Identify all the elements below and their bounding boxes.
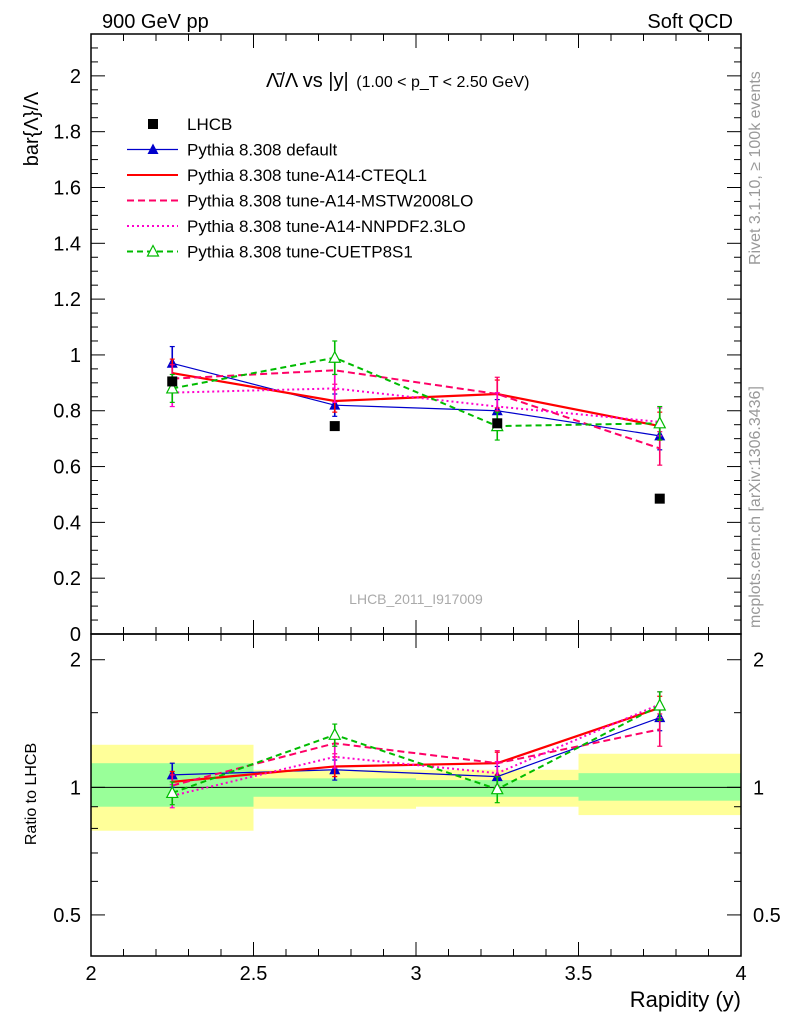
legend-entry: Pythia 8.308 default — [127, 141, 338, 160]
ratio-panel: 0.5 0.5 1 1 2 2 2 2.5 3 3.5 4 Ratio to LHCB Rapid… — [23, 633, 781, 1012]
legend-marker — [146, 244, 160, 257]
data-point — [490, 781, 504, 795]
main-series — [165, 340, 667, 466]
legend-marker — [148, 119, 158, 129]
legend-label: Pythia 8.308 tune-A14-NNPDF2.3LO — [187, 217, 466, 236]
ratio-y-tick-label-right: 1 — [753, 777, 764, 799]
data-point — [653, 698, 667, 711]
data-point — [165, 785, 179, 799]
y-tick-label: 1.2 — [53, 289, 81, 311]
y-tick-label: 0 — [70, 624, 81, 646]
legend-label: Pythia 8.308 default — [187, 141, 338, 160]
x-tick-label: 3.5 — [565, 963, 593, 985]
lhcb-data-point — [654, 493, 665, 504]
x-tick-label: 4 — [735, 963, 746, 985]
series-pythia-8-308-tune-a14-cteql1 — [169, 358, 663, 441]
legend-label: LHCB — [187, 115, 232, 134]
y-tick-label: 0.6 — [53, 457, 81, 479]
y-tick-label: 0.2 — [53, 568, 81, 590]
data-point — [328, 727, 342, 740]
series-pythia-8-308-tune-a14-nnpdf2-3lo — [169, 373, 663, 437]
x-axis-label: Rapidity (y) — [630, 987, 741, 1012]
data-point — [653, 416, 667, 429]
y-tick-label: 1.4 — [53, 233, 81, 255]
ratio-y-tick-label-right: 2 — [753, 650, 764, 672]
lhcb-data-point — [167, 376, 178, 387]
series-line — [172, 371, 660, 428]
header-right: Soft QCD — [647, 11, 733, 33]
plot-title: Λ̄/Λ vs |y| (1.00 < p_T < 2.50 GeV) — [266, 70, 529, 92]
x-tick-label: 2.5 — [240, 963, 268, 985]
y-tick-label: 1 — [70, 345, 81, 367]
main-data-points — [167, 376, 665, 504]
y-tick-label: 0.8 — [53, 401, 81, 423]
legend-marker — [147, 143, 159, 154]
legend-entry: Pythia 8.308 tune-A14-CTEQL1 — [127, 166, 427, 185]
legend-label: Pythia 8.308 tune-A14-CTEQL1 — [187, 166, 427, 185]
y-tick-label: 1.6 — [53, 177, 81, 199]
ratio-x-axis: 2 2.5 3 3.5 4 — [85, 634, 747, 985]
legend-label: Pythia 8.308 tune-A14-MSTW2008LO — [187, 192, 473, 211]
lhcb-data-point — [492, 418, 503, 429]
rivet-label: Rivet 3.1.10, ≥ 100k events — [747, 71, 764, 265]
series-line — [172, 387, 660, 423]
ratio-y-tick-label: 2 — [70, 650, 81, 672]
legend-entry: Pythia 8.308 tune-A14-NNPDF2.3LO — [127, 217, 466, 236]
series-pythia-8-308-tune-cuetp8s1 — [165, 691, 667, 806]
main-panel: 0 0.2 0.4 0.6 0.8 1 1.2 1.4 1.6 1.8 2 bar{Λ}/Λ Λ̄/… — [21, 33, 742, 646]
main-y-axis: 0 0.2 0.4 0.6 0.8 1 1.2 1.4 1.6 1.8 2 — [53, 33, 741, 646]
legend-entry: Pythia 8.308 tune-A14-MSTW2008LO — [127, 192, 473, 211]
series-line — [171, 704, 661, 794]
main-y-axis-label: bar{Λ}/Λ — [21, 91, 43, 166]
ratio-y-tick-label-right: 0.5 — [753, 905, 781, 927]
analysis-watermark: LHCB_2011_I917009 — [349, 591, 483, 607]
legend-entry: LHCB — [148, 115, 232, 134]
ratio-y-axis: 0.5 0.5 1 1 2 2 — [53, 650, 781, 927]
lhcb-data-point — [329, 421, 340, 432]
series-line — [172, 356, 660, 428]
series-line — [171, 728, 660, 787]
legend-entry: Pythia 8.308 tune-CUETP8S1 — [127, 243, 413, 262]
ratio-y-tick-label: 0.5 — [53, 905, 81, 927]
x-tick-label: 2 — [85, 963, 96, 985]
ratio-y-tick-label: 1 — [70, 777, 81, 799]
data-point — [165, 381, 179, 394]
y-tick-label: 1.8 — [53, 122, 81, 144]
x-tick-label: 3 — [410, 963, 421, 985]
ratio-series — [165, 691, 667, 809]
data-point — [328, 350, 342, 363]
legend-label: Pythia 8.308 tune-CUETP8S1 — [187, 243, 413, 262]
header-left: 900 GeV pp — [102, 11, 209, 33]
y-tick-label: 2 — [70, 66, 81, 88]
plot-title-sub: (1.00 < p_T < 2.50 GeV) — [356, 74, 529, 91]
series-line — [172, 706, 661, 783]
legend: LHCB Pythia 8.308 default Pythia 8.308 tun… — [127, 115, 473, 262]
y-tick-label: 0.4 — [53, 512, 81, 534]
series-pythia-8-308-tune-cuetp8s1 — [165, 340, 667, 441]
plot-title-main: Λ̄/Λ vs |y| — [266, 70, 349, 92]
series-line — [172, 362, 660, 437]
ratio-y-axis-label: Ratio to LHCB — [23, 743, 40, 845]
main-x-axis — [90, 34, 742, 634]
series-line — [172, 369, 661, 450]
series-pythia-8-308-tune-a14-mstw2008lo — [169, 355, 663, 466]
mcplots-label: mcplots.cern.ch [arXiv:1306.3436] — [747, 386, 764, 628]
